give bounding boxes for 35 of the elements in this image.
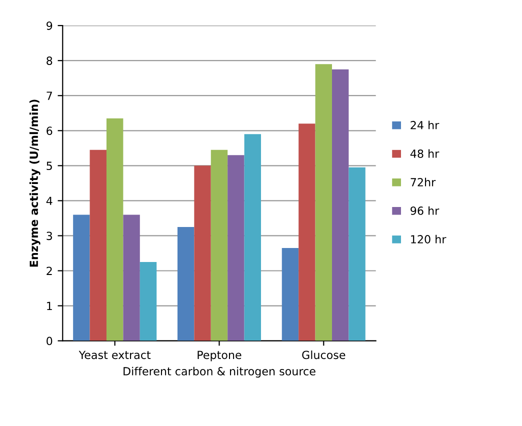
legend-label: 48 hr <box>410 149 440 158</box>
y-tick-label: 6 <box>46 126 52 136</box>
x-tick-label: Peptone <box>198 350 242 362</box>
y-axis-title: Enzyme activity (U/ml/min) <box>29 100 40 267</box>
y-tick-label: 8 <box>46 56 52 65</box>
legend-label: 96 hr <box>410 206 440 215</box>
y-tick-label: 0 <box>46 336 52 346</box>
y-tick-label: 7 <box>46 92 52 100</box>
x-tick-label: Glucose <box>302 350 346 360</box>
bar <box>90 150 106 341</box>
y-tick-label: 2 <box>46 266 52 275</box>
bar <box>123 214 140 341</box>
legend-label: 120 hr <box>411 234 446 244</box>
x-tick-label: Yeast extract <box>78 350 151 360</box>
legend-label: 72hr <box>410 178 436 186</box>
y-tick-label: 5 <box>46 162 52 170</box>
bar <box>194 166 211 341</box>
bar <box>106 118 124 341</box>
bar <box>140 262 157 341</box>
bar <box>228 155 244 341</box>
bar <box>282 248 299 341</box>
y-tick-label: 4 <box>46 196 52 205</box>
bar <box>177 226 194 341</box>
bar <box>348 167 366 341</box>
bar <box>298 124 316 341</box>
legend-label: 24 hr <box>410 120 440 130</box>
x-axis-title: Different carbon & nitrogen source <box>124 366 316 378</box>
bar <box>315 64 332 341</box>
bar <box>332 69 349 341</box>
y-tick-label: 9 <box>46 22 52 30</box>
bar <box>210 150 228 341</box>
bar <box>244 134 261 341</box>
bar <box>73 214 90 341</box>
y-tick-label: 1 <box>47 302 52 310</box>
y-tick-label: 3 <box>46 232 52 240</box>
